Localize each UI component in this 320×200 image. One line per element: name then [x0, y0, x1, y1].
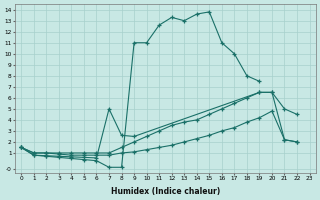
X-axis label: Humidex (Indice chaleur): Humidex (Indice chaleur) — [111, 187, 220, 196]
